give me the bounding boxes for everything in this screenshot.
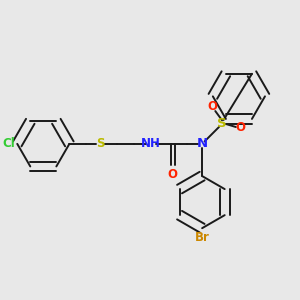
Text: NH: NH [141, 137, 160, 150]
Text: S: S [96, 137, 104, 150]
Text: O: O [236, 121, 245, 134]
Text: N: N [196, 137, 208, 150]
Text: S: S [217, 117, 227, 130]
Text: O: O [207, 100, 217, 113]
Text: O: O [168, 168, 178, 181]
Text: Br: Br [195, 231, 210, 244]
Text: Cl: Cl [2, 137, 15, 150]
